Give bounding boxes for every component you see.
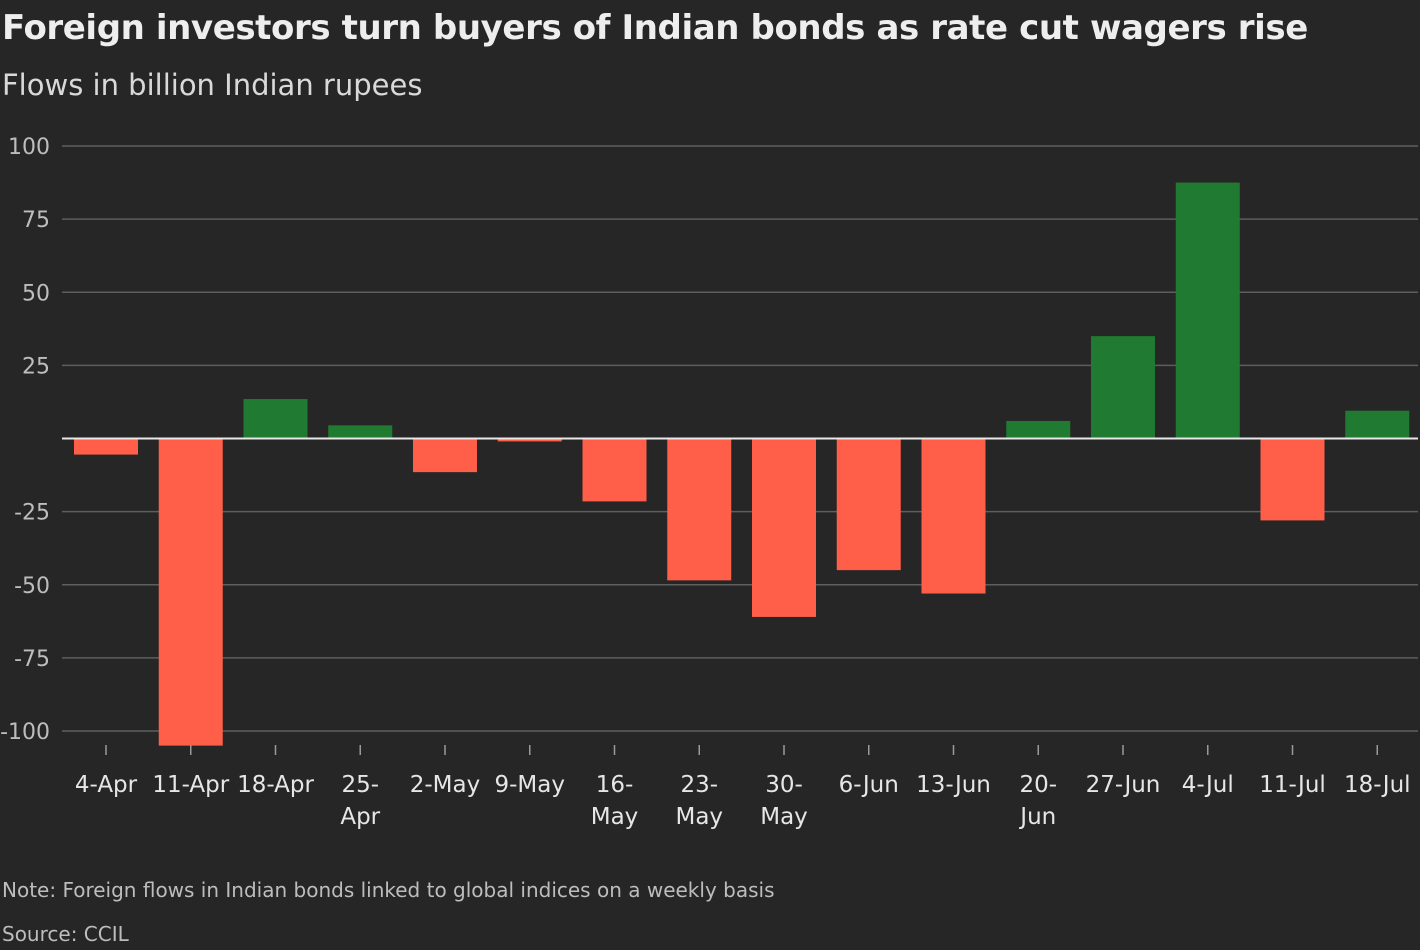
bars <box>74 182 1410 746</box>
x-tick-label: 23-May <box>675 772 723 830</box>
bar <box>667 438 732 581</box>
x-tick-label: 13-Jun <box>916 772 991 798</box>
bar <box>921 438 986 594</box>
chart-subtitle: Flows in billion Indian rupees <box>2 68 423 102</box>
x-tick-label: 25-Apr <box>340 772 380 830</box>
y-tick-label: -25 <box>14 501 50 526</box>
x-tick-label: 11-Jul <box>1259 772 1326 798</box>
bar <box>1260 438 1325 521</box>
x-tick-label: 11-Apr <box>152 772 229 798</box>
x-tick-label: 4-Jul <box>1182 772 1234 798</box>
bar <box>243 399 308 439</box>
y-tick-label: -50 <box>14 574 50 599</box>
y-tick-label: 25 <box>22 354 50 379</box>
chart-source: Source: CCIL <box>2 922 129 946</box>
y-tick-label: 50 <box>22 281 50 306</box>
chart-title: Foreign investors turn buyers of Indian … <box>2 8 1308 48</box>
bar <box>1175 182 1240 439</box>
bar <box>582 438 647 502</box>
x-tick-label: 4-Apr <box>75 772 138 798</box>
bar <box>74 438 138 455</box>
y-tick-label: 75 <box>22 208 50 233</box>
x-axis-ticks: 4-Apr 11-Apr 18-Apr 25-Apr 2-May 9-May 16-May 2… <box>75 745 1411 830</box>
x-tick-label: 27-Jun <box>1086 772 1161 798</box>
bar <box>836 438 901 571</box>
y-axis-ticks: 100 75 50 25 -25 -50 -75 -100 <box>0 135 50 745</box>
x-tick-label: 18-Apr <box>237 772 314 798</box>
x-tick-label: 20-Jun <box>1018 772 1057 830</box>
y-tick-label: -100 <box>0 720 50 745</box>
y-tick-label: -75 <box>14 647 50 672</box>
bar <box>497 438 562 442</box>
x-tick-label: 6-Jun <box>839 772 899 798</box>
bar <box>158 438 223 746</box>
bar <box>413 438 477 473</box>
x-tick-label: 30-May <box>760 772 808 830</box>
x-tick-label: 9-May <box>495 772 565 798</box>
x-tick-label: 16-May <box>591 772 639 830</box>
x-tick-label: 18-Jul <box>1344 772 1411 798</box>
bar <box>752 438 816 617</box>
bar <box>1345 410 1410 439</box>
bar <box>1091 336 1155 439</box>
chart-note: Note: Foreign flows in Indian bonds link… <box>2 878 775 902</box>
x-tick-label: 2-May <box>410 772 480 798</box>
bar <box>328 425 393 439</box>
y-tick-label: 100 <box>8 135 50 160</box>
bar <box>1006 420 1071 439</box>
